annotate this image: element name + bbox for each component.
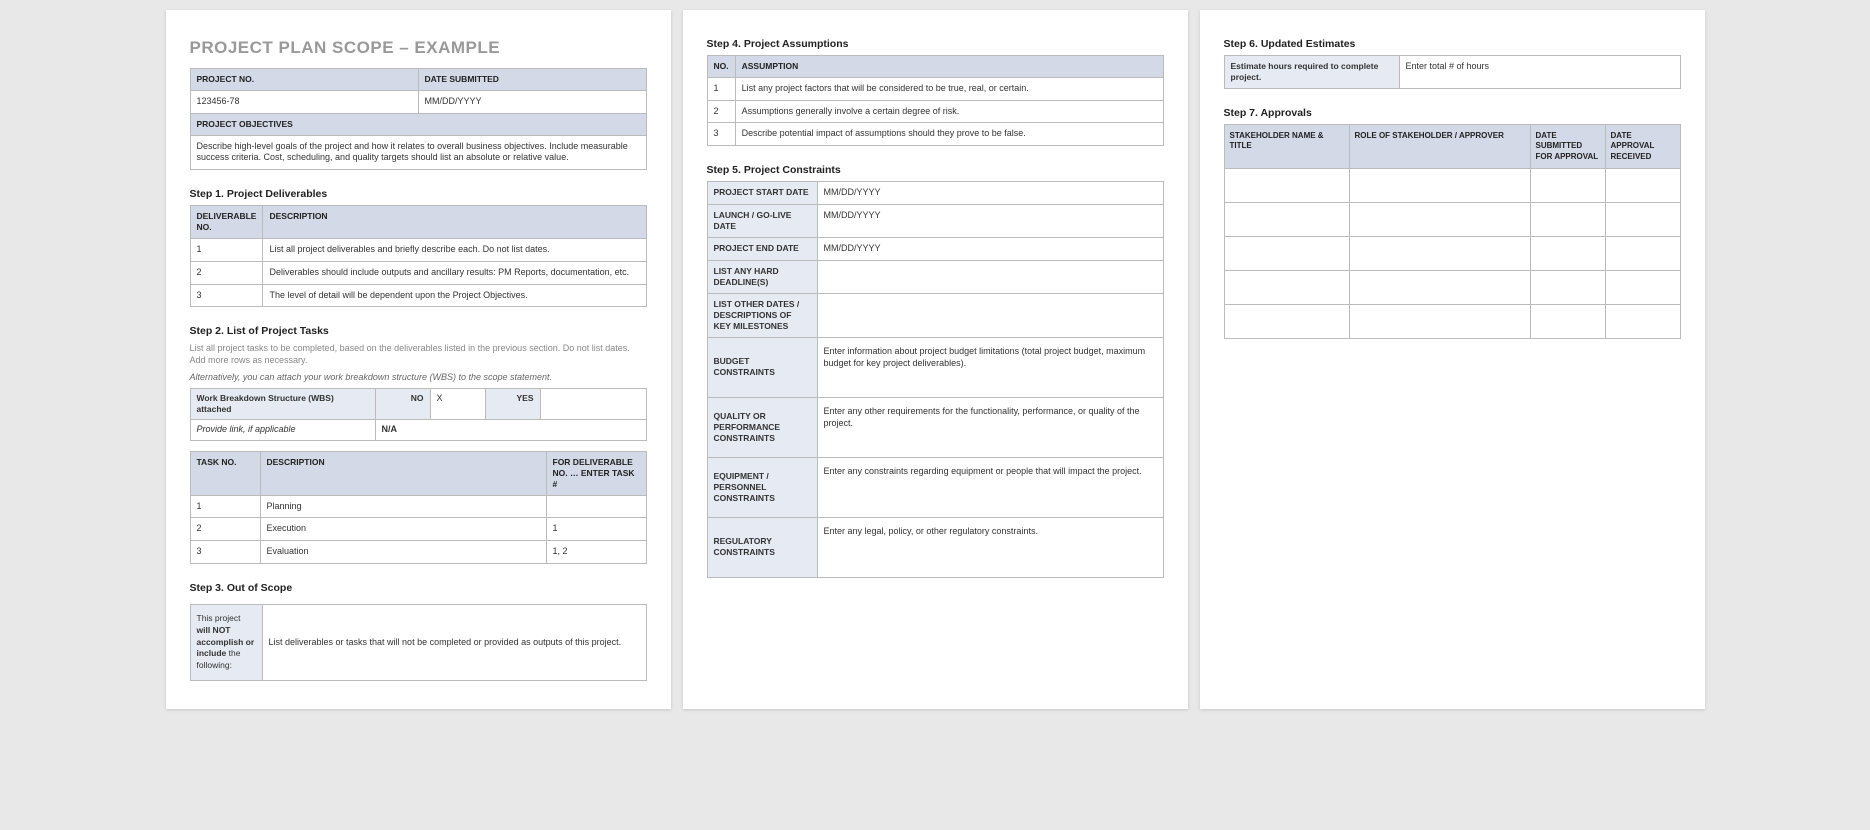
page-3: Step 6. Updated Estimates Estimate hours… — [1200, 10, 1705, 709]
constraints-table: PROJECT START DATEMM/DD/YYYY LAUNCH / GO… — [707, 181, 1164, 578]
header-table: PROJECT NO. DATE SUBMITTED 123456-78 MM/… — [190, 68, 647, 170]
td-assump: Describe potential impact of assumptions… — [735, 123, 1163, 146]
estimate-value: Enter total # of hours — [1399, 56, 1680, 89]
approvals-table: STAKEHOLDER NAME & TITLE ROLE OF STAKEHO… — [1224, 124, 1681, 339]
step2-title: Step 2. List of Project Tasks — [190, 325, 647, 337]
estimate-label: Estimate hours required to complete proj… — [1224, 56, 1399, 89]
wbs-no-value: X — [430, 388, 485, 419]
c-label: LIST OTHER DATES / DESCRIPTIONS OF KEY M… — [707, 293, 817, 337]
td-task-desc: Execution — [260, 518, 546, 541]
td-task-for: 1, 2 — [546, 541, 646, 564]
td-assump: List any project factors that will be co… — [735, 78, 1163, 101]
td-assump-no: 1 — [707, 78, 735, 101]
th-date-submitted: DATE SUBMITTED — [418, 69, 646, 91]
step2-subtext2: Alternatively, you can attach your work … — [190, 371, 647, 383]
page-1: PROJECT PLAN SCOPE – EXAMPLE PROJECT NO.… — [166, 10, 671, 709]
c-val: MM/DD/YYYY — [817, 204, 1163, 237]
step7-title: Step 7. Approvals — [1224, 107, 1681, 119]
step4-title: Step 4. Project Assumptions — [707, 38, 1164, 50]
td-task-desc: Evaluation — [260, 541, 546, 564]
td-deliv-no: 3 — [190, 284, 263, 307]
c-label: QUALITY OR PERFORMANCE CONSTRAINTS — [707, 397, 817, 457]
wbs-yes-label: YES — [485, 388, 540, 419]
td-deliv-desc: The level of detail will be dependent up… — [263, 284, 646, 307]
td-assump-no: 2 — [707, 100, 735, 123]
th-objectives: PROJECT OBJECTIVES — [190, 113, 646, 135]
th-deliverable-no: DELIVERABLE NO. — [190, 206, 263, 239]
wbs-link-value: N/A — [375, 419, 646, 440]
c-val: Enter information about project budget l… — [817, 337, 1163, 397]
td-date-submitted: MM/DD/YYYY — [418, 91, 646, 114]
th-assump: ASSUMPTION — [735, 56, 1163, 78]
c-val: MM/DD/YYYY — [817, 182, 1163, 205]
c-val — [817, 260, 1163, 293]
th-date-received: DATE APPROVAL RECEIVED — [1605, 125, 1680, 169]
th-task-desc: DESCRIPTION — [260, 451, 546, 495]
wbs-yes-value — [540, 388, 646, 419]
td-task-for — [546, 495, 646, 518]
assumptions-table: NO. ASSUMPTION 1List any project factors… — [707, 55, 1164, 146]
tasks-table: TASK NO. DESCRIPTION FOR DELIVERABLE NO.… — [190, 451, 647, 564]
c-val: Enter any constraints regarding equipmen… — [817, 457, 1163, 517]
c-label: BUDGET CONSTRAINTS — [707, 337, 817, 397]
td-deliv-desc: List all project deliverables and briefl… — [263, 239, 646, 262]
approval-row — [1224, 237, 1680, 271]
th-project-no: PROJECT NO. — [190, 69, 418, 91]
step6-title: Step 6. Updated Estimates — [1224, 38, 1681, 50]
c-val: Enter any legal, policy, or other regula… — [817, 517, 1163, 577]
step5-title: Step 5. Project Constraints — [707, 164, 1164, 176]
outscope-pre: This project — [197, 613, 241, 623]
td-assump-no: 3 — [707, 123, 735, 146]
wbs-no-label: NO — [375, 388, 430, 419]
c-val — [817, 293, 1163, 337]
td-task-desc: Planning — [260, 495, 546, 518]
c-label: EQUIPMENT / PERSONNEL CONSTRAINTS — [707, 457, 817, 517]
c-val: MM/DD/YYYY — [817, 237, 1163, 260]
outscope-body: List deliverables or tasks that will not… — [262, 604, 646, 680]
c-label: LIST ANY HARD DEADLINE(S) — [707, 260, 817, 293]
td-task-no: 3 — [190, 541, 260, 564]
th-date-submitted: DATE SUBMITTED FOR APPROVAL — [1530, 125, 1605, 169]
th-role: ROLE OF STAKEHOLDER / APPROVER — [1349, 125, 1530, 169]
approval-row — [1224, 203, 1680, 237]
c-label: LAUNCH / GO-LIVE DATE — [707, 204, 817, 237]
td-assump: Assumptions generally involve a certain … — [735, 100, 1163, 123]
c-label: PROJECT START DATE — [707, 182, 817, 205]
td-deliv-no: 1 — [190, 239, 263, 262]
td-deliv-no: 2 — [190, 261, 263, 284]
c-label: PROJECT END DATE — [707, 237, 817, 260]
c-label: REGULATORY CONSTRAINTS — [707, 517, 817, 577]
wbs-table: Work Breakdown Structure (WBS) attached … — [190, 388, 647, 441]
th-assump-no: NO. — [707, 56, 735, 78]
c-val: Enter any other requirements for the fun… — [817, 397, 1163, 457]
step1-title: Step 1. Project Deliverables — [190, 188, 647, 200]
step3-title: Step 3. Out of Scope — [190, 582, 647, 594]
td-task-no: 1 — [190, 495, 260, 518]
approval-row — [1224, 305, 1680, 339]
approval-row — [1224, 271, 1680, 305]
step2-subtext1: List all project tasks to be completed, … — [190, 342, 647, 366]
th-task-for: FOR DELIVERABLE NO. … ENTER TASK # — [546, 451, 646, 495]
outscope-table: This project will NOT accomplish or incl… — [190, 604, 647, 681]
page-2: Step 4. Project Assumptions NO. ASSUMPTI… — [683, 10, 1188, 709]
th-stakeholder: STAKEHOLDER NAME & TITLE — [1224, 125, 1349, 169]
wbs-link-label: Provide link, if applicable — [190, 419, 375, 440]
approval-row — [1224, 169, 1680, 203]
deliverables-table: DELIVERABLE NO. DESCRIPTION 1List all pr… — [190, 205, 647, 307]
wbs-label: Work Breakdown Structure (WBS) attached — [190, 388, 375, 419]
th-task-no: TASK NO. — [190, 451, 260, 495]
outscope-label: This project will NOT accomplish or incl… — [190, 604, 262, 680]
td-task-for: 1 — [546, 518, 646, 541]
td-deliv-desc: Deliverables should include outputs and … — [263, 261, 646, 284]
td-project-no: 123456-78 — [190, 91, 418, 114]
doc-title: PROJECT PLAN SCOPE – EXAMPLE — [190, 38, 647, 58]
td-objectives: Describe high-level goals of the project… — [190, 135, 646, 169]
th-deliverable-desc: DESCRIPTION — [263, 206, 646, 239]
td-task-no: 2 — [190, 518, 260, 541]
estimates-table: Estimate hours required to complete proj… — [1224, 55, 1681, 89]
